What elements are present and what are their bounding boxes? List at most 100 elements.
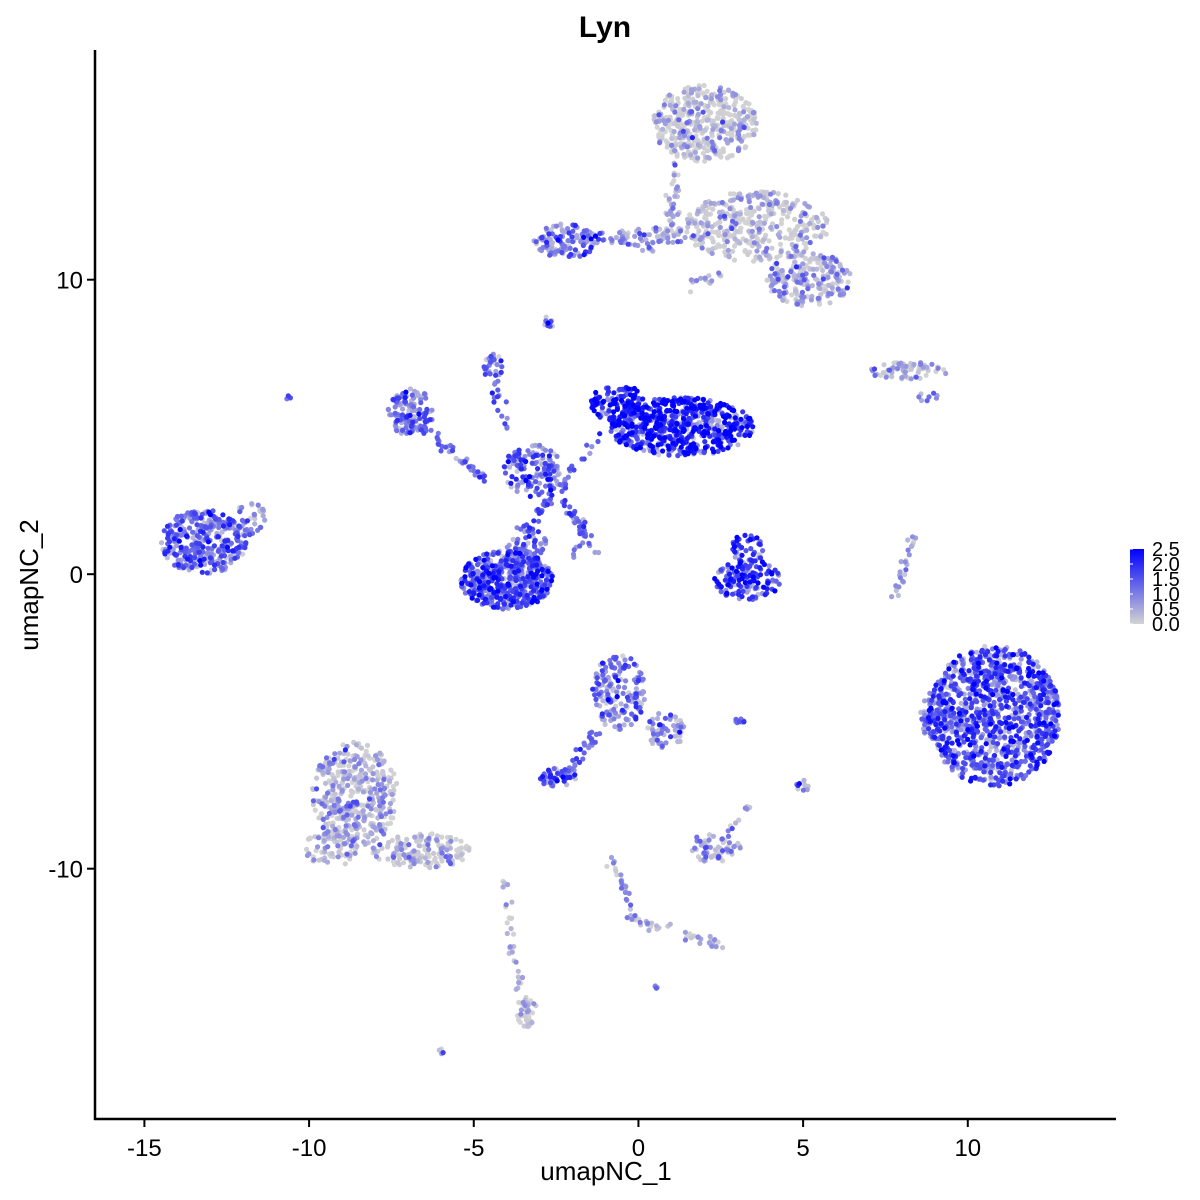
data-point	[731, 197, 736, 202]
data-point	[717, 219, 722, 224]
data-point	[808, 240, 813, 245]
data-point	[547, 253, 552, 258]
data-point	[935, 366, 940, 371]
data-point	[367, 812, 372, 817]
data-point	[779, 249, 784, 254]
data-point	[734, 229, 739, 234]
data-point	[779, 217, 784, 222]
data-point	[443, 854, 448, 859]
data-point	[324, 755, 329, 760]
data-point	[548, 780, 553, 785]
data-point	[356, 815, 361, 820]
data-point	[960, 766, 965, 771]
data-point	[1012, 716, 1017, 721]
data-point	[730, 249, 735, 254]
data-point	[720, 836, 725, 841]
data-point	[922, 730, 927, 735]
data-point	[783, 235, 788, 240]
chart-title: Lyn	[579, 11, 631, 44]
data-point	[825, 275, 830, 280]
data-point	[820, 268, 825, 273]
data-point	[943, 671, 948, 676]
data-point	[537, 443, 542, 448]
data-point	[702, 276, 707, 281]
data-point	[359, 746, 364, 751]
data-point	[683, 937, 688, 942]
data-point	[727, 131, 732, 136]
data-point	[488, 371, 493, 376]
data-point	[801, 249, 806, 254]
data-point	[672, 173, 677, 178]
data-point	[388, 809, 393, 814]
data-point	[322, 838, 327, 843]
data-point	[367, 796, 372, 801]
data-point	[745, 220, 750, 225]
data-point	[325, 844, 330, 849]
data-point	[774, 224, 779, 229]
data-point	[1019, 657, 1024, 662]
data-point	[399, 847, 404, 852]
data-point	[567, 504, 572, 509]
data-point	[348, 793, 353, 798]
data-point	[193, 511, 198, 516]
data-point	[657, 140, 662, 145]
data-point	[400, 428, 405, 433]
data-point	[727, 840, 732, 845]
data-point	[337, 809, 342, 814]
data-point	[824, 217, 829, 222]
data-point	[716, 270, 721, 275]
data-point	[782, 284, 787, 289]
data-point	[637, 231, 642, 236]
data-point	[381, 777, 386, 782]
data-point	[552, 766, 557, 771]
data-point	[909, 376, 914, 381]
data-point	[982, 702, 987, 707]
data-point	[838, 292, 843, 297]
data-point	[429, 408, 434, 413]
data-point	[729, 849, 734, 854]
data-point	[563, 767, 568, 772]
data-point	[417, 416, 422, 421]
data-point	[760, 202, 765, 207]
data-point	[726, 248, 731, 253]
data-point	[694, 278, 699, 283]
data-point	[776, 277, 781, 282]
data-point	[535, 548, 540, 553]
data-point	[316, 835, 321, 840]
data-point	[703, 95, 708, 100]
data-point	[689, 935, 694, 940]
data-point	[774, 201, 779, 206]
data-point	[216, 549, 221, 554]
data-point	[830, 265, 835, 270]
data-point	[713, 847, 718, 852]
data-point	[963, 755, 968, 760]
data-point	[184, 546, 189, 551]
data-point	[438, 448, 443, 453]
data-point	[802, 782, 807, 787]
data-point	[654, 923, 659, 928]
data-point	[697, 839, 702, 844]
data-point	[1014, 748, 1019, 753]
data-point	[663, 716, 668, 721]
data-point	[699, 101, 704, 106]
data-point	[515, 483, 520, 488]
data-point	[382, 758, 387, 763]
data-point	[948, 720, 953, 725]
data-point	[515, 605, 520, 610]
data-point	[737, 136, 742, 141]
data-point	[327, 811, 332, 816]
data-point	[969, 763, 974, 768]
data-point	[581, 243, 586, 248]
data-point	[505, 545, 510, 550]
data-point	[769, 246, 774, 251]
data-point	[707, 837, 712, 842]
data-point	[708, 110, 713, 115]
data-point	[423, 855, 428, 860]
data-point	[368, 790, 373, 795]
data-point	[1019, 772, 1024, 777]
data-point	[179, 514, 184, 519]
data-point	[716, 418, 721, 423]
data-point	[688, 289, 693, 294]
data-point	[609, 855, 614, 860]
data-point	[705, 136, 710, 141]
